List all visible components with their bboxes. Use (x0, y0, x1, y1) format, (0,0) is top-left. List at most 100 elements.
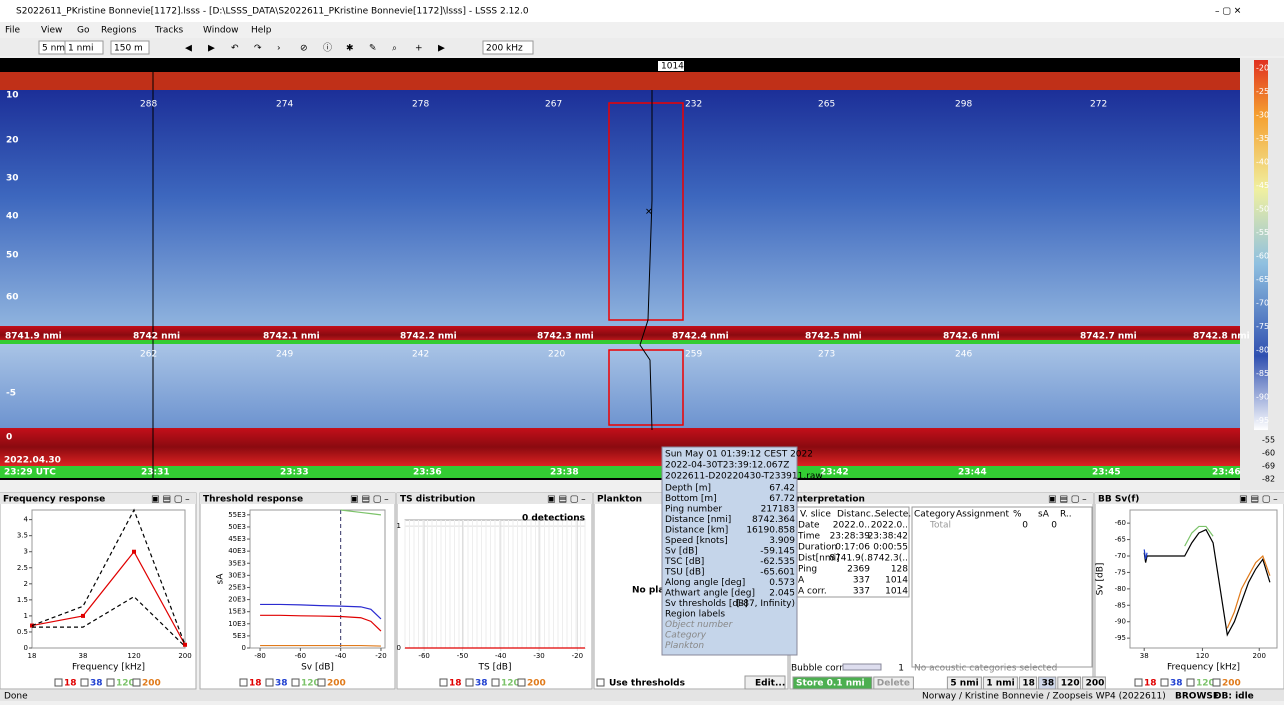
table-cell: 8741.9(.. (829, 554, 870, 564)
plot-area (250, 510, 385, 648)
tooltip-label: Athwart angle [deg] (665, 589, 755, 599)
panel-buttons[interactable]: ▣ ▤ ▢ – (1239, 495, 1278, 505)
y-tick-label: -90 (1115, 618, 1126, 626)
tooltip-value: 0.573 (769, 578, 795, 588)
legend-checkbox[interactable] (266, 679, 273, 686)
date-label: 2022.04.30 (4, 456, 61, 466)
legend-checkbox[interactable] (440, 679, 447, 686)
toolbar-icon[interactable]: + (415, 44, 423, 54)
point (132, 550, 136, 554)
x-tick-label: 200 (178, 652, 191, 660)
point (81, 614, 85, 618)
toolbar-icon[interactable]: ⌕ (392, 44, 397, 54)
y-tick-label: 3.5 (17, 532, 28, 540)
panel-title: Interpretation (793, 495, 865, 505)
toolbar-item[interactable]: 5 nmi (42, 44, 68, 54)
scale-label: -80 (1256, 346, 1269, 355)
tooltip-line: 2022611-D20220430-T233911.raw (665, 472, 823, 482)
button-label[interactable]: 200 (1086, 679, 1105, 689)
y-tick-label: -85 (1115, 601, 1126, 609)
table-header: sA (1038, 510, 1050, 520)
legend-checkbox[interactable] (492, 679, 499, 686)
legend-checkbox[interactable] (1135, 679, 1142, 686)
panel-buttons[interactable]: ▣ ▤ ▢ – (1048, 495, 1087, 505)
checkbox[interactable] (597, 679, 604, 686)
legend-checkbox[interactable] (318, 679, 325, 686)
y-tick-label: 1 (397, 522, 401, 530)
toolbar-icon[interactable]: ◀ (185, 44, 192, 54)
scale-label: -25 (1256, 87, 1269, 96)
menu-item[interactable]: Help (251, 26, 272, 36)
toolbar-icon[interactable]: › (277, 44, 281, 54)
menu-item[interactable]: Go (77, 26, 90, 36)
scale-label: -75 (1256, 322, 1269, 331)
window-controls[interactable]: – ▢ ✕ (1215, 7, 1241, 17)
panel-buttons[interactable]: ▣ ▤ ▢ – (547, 495, 586, 505)
panel-buttons[interactable]: ▣ ▤ ▢ – (350, 495, 389, 505)
toolbar-icon[interactable]: ▶ (438, 44, 445, 54)
ping-label: 220 (548, 350, 565, 360)
toolbar-icon[interactable]: ⓘ (323, 43, 332, 54)
y-tick-label: 4 (24, 516, 29, 524)
legend-checkbox[interactable] (466, 679, 473, 686)
button-label[interactable]: 1 nmi (986, 679, 1014, 689)
scale-label: -45 (1256, 181, 1269, 190)
toolbar-icon[interactable]: ✎ (369, 44, 377, 54)
legend-checkbox[interactable] (55, 679, 62, 686)
toolbar-icon[interactable]: ⊘ (300, 44, 308, 54)
button-label[interactable]: Delete (877, 679, 910, 689)
legend-checkbox[interactable] (1187, 679, 1194, 686)
table-header: Distanc.. (837, 510, 877, 520)
distance-bar (0, 340, 1240, 344)
button-label[interactable]: 18 (1022, 679, 1035, 689)
menu-item[interactable]: View (41, 26, 62, 36)
y-tick-label: 0 (397, 644, 401, 652)
button-label[interactable]: 5 nmi (950, 679, 978, 689)
legend-label: 120 (501, 679, 520, 689)
distance-label: 8742.4 nmi (672, 332, 729, 342)
legend-checkbox[interactable] (240, 679, 247, 686)
toolbar-icon[interactable]: ✱ (346, 44, 354, 54)
menu-item[interactable]: Regions (101, 26, 137, 36)
menu-item[interactable]: Window (203, 26, 239, 36)
cross-marker: ✕ (645, 208, 653, 218)
panel-buttons[interactable]: ▣ ▤ ▢ – (151, 495, 190, 505)
legend-checkbox[interactable] (518, 679, 525, 686)
scale-label: -40 (1256, 158, 1269, 167)
tooltip-label: Sv thresholds [dB] (665, 599, 748, 609)
legend-checkbox[interactable] (292, 679, 299, 686)
legend-label: 120 (1196, 679, 1215, 689)
x-tick-label: -20 (375, 652, 386, 660)
toolbar-icon[interactable]: ↶ (231, 44, 239, 54)
menu-item[interactable]: File (5, 26, 21, 36)
legend-checkbox[interactable] (1161, 679, 1168, 686)
tooltip-value: 16190.858 (746, 526, 795, 536)
toolbar-item[interactable]: 200 kHz (486, 44, 523, 54)
button-label[interactable]: Edit... (755, 679, 785, 689)
ping-label: 278 (412, 100, 429, 110)
slider[interactable] (843, 664, 881, 670)
legend-checkbox[interactable] (107, 679, 114, 686)
checkbox-label[interactable]: Use thresholds (609, 679, 685, 689)
toolbar-item[interactable]: 150 m (114, 44, 143, 54)
tooltip-label: Category (665, 631, 707, 641)
bottom-echo-lower (0, 428, 1240, 466)
toolbar-icon[interactable]: ▶ (208, 44, 215, 54)
depth-label: 60 (6, 293, 19, 303)
menu-item[interactable]: Tracks (154, 26, 184, 36)
table-header: V. slice (800, 510, 831, 520)
button-label[interactable]: 38 (1042, 679, 1055, 689)
button-label[interactable]: Store 0.1 nmi (796, 679, 865, 689)
button-label[interactable]: 120 (1061, 679, 1080, 689)
toolbar-icon[interactable]: ↷ (254, 44, 262, 54)
legend-checkbox[interactable] (81, 679, 88, 686)
surface-band (0, 72, 1240, 90)
distance-label: 8742.3 nmi (537, 332, 594, 342)
toolbar-item[interactable]: 1 nmi (68, 44, 94, 54)
ping-label: 298 (955, 100, 972, 110)
legend-checkbox[interactable] (1213, 679, 1220, 686)
x-tick-label: 120 (127, 652, 140, 660)
legend-checkbox[interactable] (133, 679, 140, 686)
table (912, 507, 1092, 667)
time-label: 23:44 (958, 468, 987, 478)
